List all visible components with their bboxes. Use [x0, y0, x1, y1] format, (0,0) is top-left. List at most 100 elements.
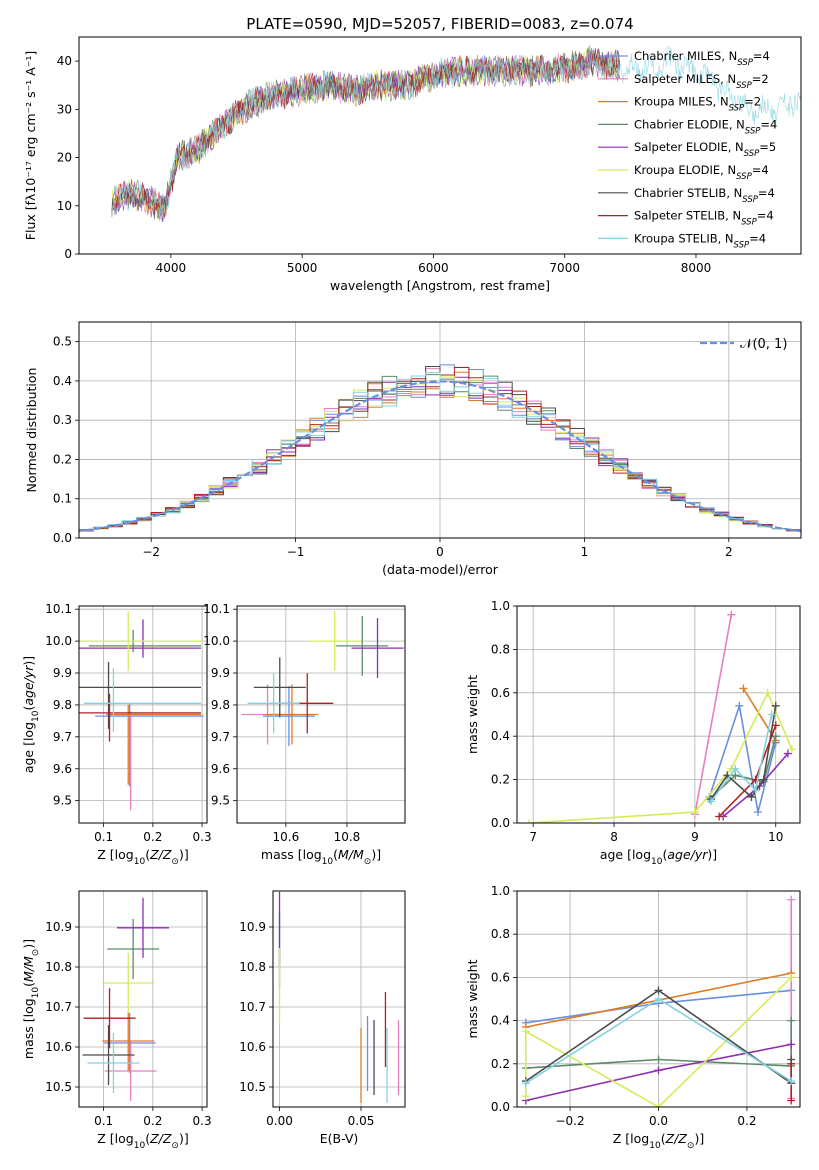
- point-marker-kroupa-stelib: [521, 1079, 530, 1088]
- point-marker-kroupa-elodie: [521, 1027, 530, 1036]
- point-marker-chabrier-elodie: [771, 732, 780, 741]
- x-tick-label: 0.2: [143, 830, 162, 844]
- point-marker-kroupa-stelib: [767, 710, 776, 719]
- point-marker-chabrier-stelib: [654, 986, 663, 995]
- x-axis-label: E(B-V): [320, 1131, 359, 1146]
- legend-label-kroupa-miles: Kroupa MILES, NSSP=2: [634, 95, 761, 114]
- point-marker-kroupa-elodie: [787, 973, 796, 982]
- x-tick-label: 5000: [287, 261, 318, 275]
- legend-label-salpeter-stelib: Salpeter STELIB, NSSP=4: [634, 209, 774, 228]
- point-marker-chabrier-stelib: [759, 775, 768, 784]
- point-marker-kroupa-stelib: [731, 764, 740, 773]
- y-tick-label: 9.6: [53, 762, 72, 776]
- errorbar-kroupa-miles: [102, 1011, 155, 1071]
- errorbar-salpeter-elodie: [351, 618, 404, 679]
- series-line-salpeter-miles: [694, 614, 733, 815]
- y-tick-label: 20: [57, 151, 72, 165]
- y-tick-label: 10.5: [45, 1080, 72, 1094]
- x-tick-label: −1: [287, 545, 305, 559]
- x-tick-label: 0.3: [193, 1114, 212, 1128]
- axes-frame: [78, 321, 802, 539]
- figure-title: PLATE=0590, MJD=52057, FIBERID=0083, z=0…: [246, 15, 633, 33]
- legend-label-salpeter-elodie: Salpeter ELODIE, NSSP=5: [634, 140, 776, 159]
- plot-area: [82, 897, 169, 1101]
- x-tick-label: 0.0: [649, 1114, 668, 1128]
- y-tick-label: 10.5: [239, 1080, 266, 1094]
- y-tick-label: 1.0: [491, 599, 510, 613]
- x-tick-label: 7000: [549, 261, 580, 275]
- spectrum-line-salpeter-elodie: [111, 48, 621, 223]
- x-tick-label: 0.2: [143, 1114, 162, 1128]
- errorbar-kroupa-stelib: [247, 673, 300, 734]
- y-tick-label: 0.0: [491, 816, 510, 830]
- axes-frame: [78, 890, 208, 1108]
- x-axis-label: (data-model)/error: [382, 562, 499, 577]
- y-axis-label: mass weight: [465, 959, 480, 1038]
- x-tick-label: 2: [725, 545, 733, 559]
- point-marker-chabrier-elodie: [654, 1055, 663, 1064]
- series-line-salpeter-elodie: [722, 753, 789, 818]
- y-tick-label: 9.9: [53, 666, 72, 680]
- errorbar-chabrier-stelib: [82, 1025, 135, 1085]
- legend-label-kroupa-stelib: Kroupa STELIB, NSSP=4: [634, 231, 766, 250]
- y-tick-label: 10.8: [239, 960, 266, 974]
- chart-age-vs-Z: 0.1 0.2 0.3 9.5 9.6 9.7 9.8 9.9 10.0 10.1 Z [log10…: [21, 602, 212, 867]
- series-line-kroupa-elodie: [529, 690, 793, 823]
- errorbar-salpeter-elodie: [79, 619, 201, 658]
- y-tick-label: 0.3: [53, 413, 72, 427]
- errorbar-kroupa-elodie: [79, 611, 201, 672]
- y-tick-label: 0: [64, 247, 72, 261]
- x-axis-label: Z [log10(Z/Z⊙)]: [97, 1131, 188, 1151]
- y-tick-label: 10.7: [45, 1000, 72, 1014]
- x-tick-label: 10: [768, 830, 783, 844]
- plot-area: [525, 610, 796, 823]
- x-tick-label: 0: [436, 545, 444, 559]
- y-tick-label: 10.7: [239, 1000, 266, 1014]
- point-marker-kroupa-elodie: [787, 745, 796, 754]
- y-tick-label: 0.8: [491, 642, 510, 656]
- chart-massweight-vs-age: 7 8 9 10 0.0 0.2 0.4 0.6 0.8 1.0 age [log10(age/yr…: [465, 599, 801, 867]
- x-tick-label: 10.6: [273, 830, 300, 844]
- legend-label-salpeter-miles: Salpeter MILES, NSSP=2: [634, 72, 769, 91]
- y-tick-label: 9.8: [53, 698, 72, 712]
- legend-label-chabrier-elodie: Chabrier ELODIE, NSSP=4: [634, 117, 777, 136]
- chart-age-vs-mass: 10.6 10.8 9.5 9.6 9.7 9.8 9.9 10.0 10.1 mass [log…: [203, 602, 406, 867]
- point-marker-kroupa-stelib: [707, 797, 716, 806]
- y-tick-label: 10.8: [45, 960, 72, 974]
- y-tick-label: 0.1: [53, 492, 72, 506]
- point-marker-kroupa-elodie: [525, 819, 534, 823]
- spectrum-line-kroupa-stelib: [111, 46, 801, 218]
- errorbar-kroupa-miles: [108, 704, 201, 785]
- y-axis-label: mass [log10(M/M⊙)]: [21, 939, 41, 1059]
- x-axis-label: Z [log10(Z/Z⊙)]: [97, 847, 188, 867]
- point-marker-kroupa-elodie: [763, 688, 772, 697]
- legend-label-kroupa-elodie: Kroupa ELODIE, NSSP=4: [634, 163, 769, 182]
- y-tick-label: 0.4: [491, 1014, 510, 1028]
- point-marker-salpeter-stelib: [715, 812, 724, 821]
- x-tick-label: −0.2: [555, 1114, 584, 1128]
- point-marker-salpeter-stelib: [787, 1059, 796, 1068]
- point-marker-chabrier-stelib: [747, 792, 756, 801]
- chart-mass-vs-ebv: 0.00 0.05 10.5 10.6 10.7 10.8 10.9 E(B-V): [239, 890, 406, 1146]
- axes-frame: [516, 890, 801, 1108]
- y-tick-label: 0.5: [53, 335, 72, 349]
- y-tick-label: 9.8: [211, 698, 230, 712]
- y-tick-label: 0.8: [491, 927, 510, 941]
- axes-frame: [272, 890, 406, 1108]
- errorbar-chabrier-miles: [95, 703, 204, 787]
- x-axis-label: age [log10(age/yr)]: [600, 847, 717, 867]
- y-tick-label: 30: [57, 102, 72, 116]
- y-tick-label: 9.6: [211, 762, 230, 776]
- point-marker-chabrier-stelib: [771, 701, 780, 710]
- spectrum-line-chabrier-elodie: [111, 44, 621, 223]
- errorbar-salpeter-miles: [106, 711, 201, 811]
- y-tick-label: 0.2: [491, 773, 510, 787]
- series-line-chabrier-miles: [708, 705, 777, 813]
- x-tick-label: 9: [691, 830, 699, 844]
- x-tick-label: 0.3: [193, 830, 212, 844]
- y-tick-label: 9.5: [53, 794, 72, 808]
- point-marker-salpeter-miles: [787, 895, 796, 904]
- y-tick-label: 40: [57, 54, 72, 68]
- y-axis-label: Flux [fλ10⁻¹⁷ erg cm⁻² s⁻¹ A⁻¹]: [23, 51, 38, 240]
